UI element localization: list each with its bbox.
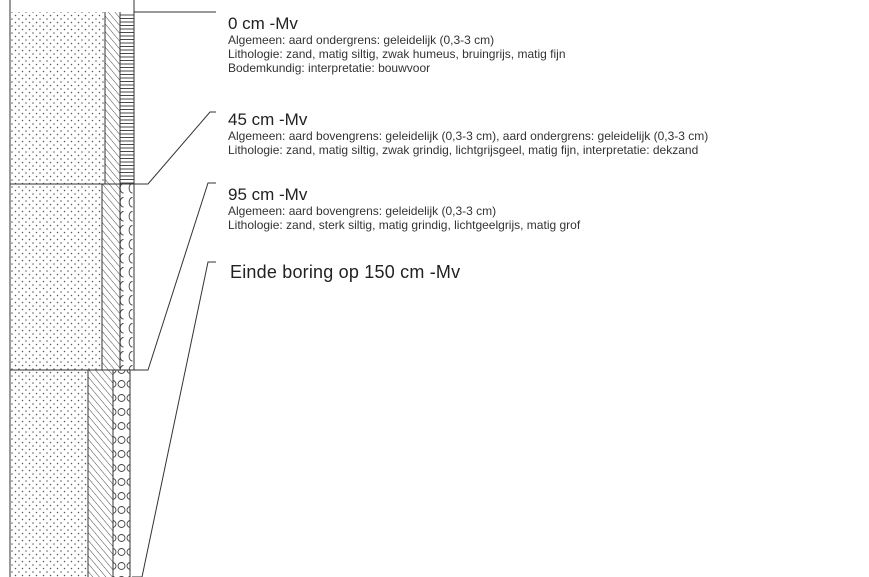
layer-entry-2: 45 cm -Mv Algemeen: aard bovengrens: gel… <box>228 110 708 157</box>
layer-description-line: Lithologie: zand, matig siltig, zwak hum… <box>228 47 566 61</box>
layer-2-pattern <box>10 184 134 370</box>
end-of-boring-label: Einde boring op 150 cm -Mv <box>230 262 461 282</box>
leader-line-95cm <box>134 182 216 371</box>
layer-description-line: Lithologie: zand, sterk siltig, matig gr… <box>228 218 581 232</box>
column-outline <box>9 0 135 577</box>
layer-depth-label: 95 cm -Mv <box>228 185 308 204</box>
layer-depth-label: 0 cm -Mv <box>228 14 298 33</box>
layer-description-line: Lithologie: zand, matig siltig, zwak gri… <box>228 143 699 157</box>
layer-entry-1: 0 cm -Mv Algemeen: aard ondergrens: gele… <box>228 14 566 75</box>
layer-1-pattern <box>10 12 134 184</box>
layer-description-line: Algemeen: aard ondergrens: geleidelijk (… <box>228 33 495 47</box>
layer-entry-3: 95 cm -Mv Algemeen: aard bovengrens: gel… <box>228 185 580 232</box>
layer-description-line: Algemeen: aard bovengrens: geleidelijk (… <box>228 129 709 143</box>
leader-lines <box>132 11 216 577</box>
leader-line-150cm <box>132 261 216 577</box>
layer-description-line: Algemeen: aard bovengrens: geleidelijk (… <box>228 204 497 218</box>
layer-depth-label: 45 cm -Mv <box>228 110 308 129</box>
layer-description-line: Bodemkundig: interpretatie: bouwvoor <box>228 61 431 75</box>
layer-3-pattern <box>10 370 130 577</box>
leader-line-45cm <box>134 111 216 185</box>
